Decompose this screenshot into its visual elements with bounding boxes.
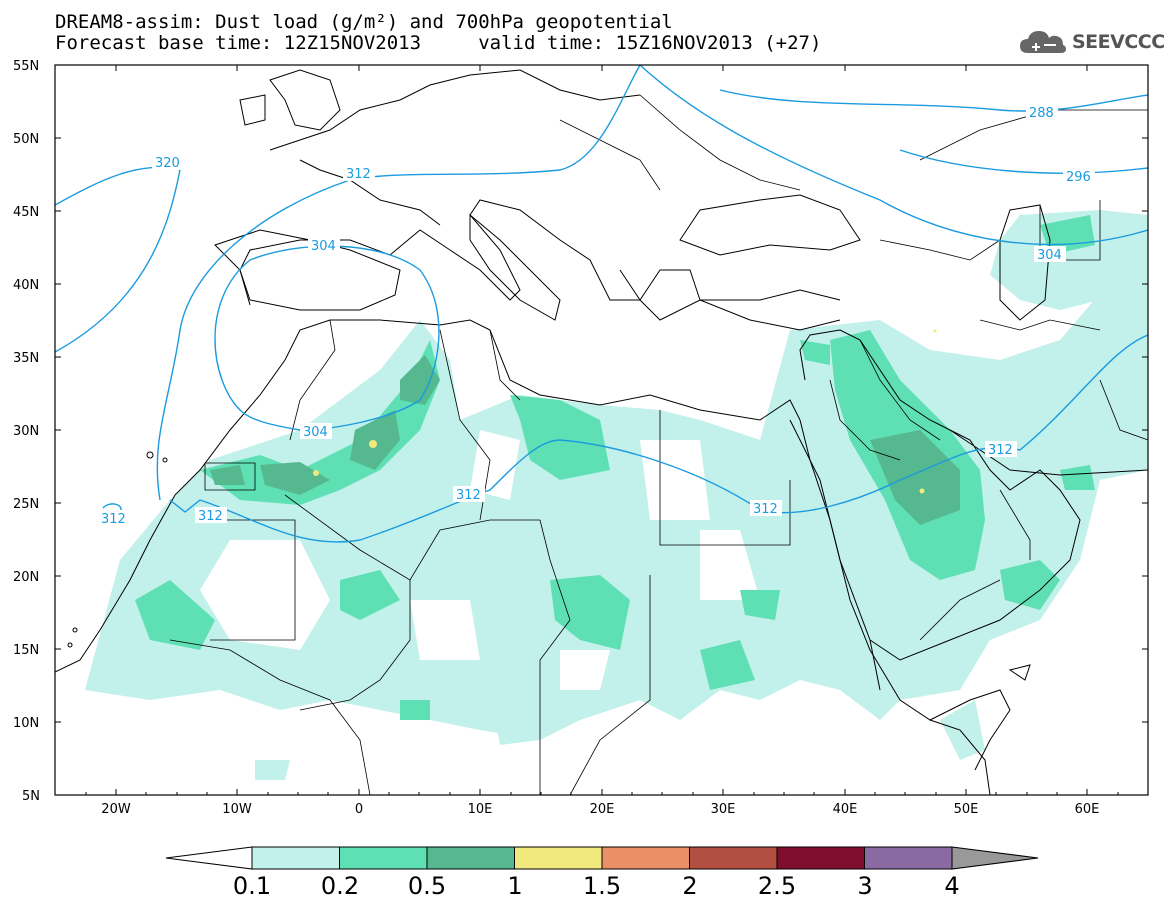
longitude-labels: 20W 10W 0 10E 20E 30E 40E 50E 60E (101, 802, 1099, 817)
contour-label: 312 (753, 502, 778, 517)
lat-label: 20N (13, 570, 39, 585)
colorbar-swatch (776, 846, 865, 870)
map-title-line1: DREAM8-assim: Dust load (g/m²) and 700hP… (55, 11, 673, 33)
colorbar-swatch (689, 846, 778, 870)
lat-label: 5N (22, 789, 40, 804)
lat-label: 15N (13, 643, 39, 658)
contour-label: 312 (456, 488, 481, 503)
contour-label: 288 (1029, 106, 1054, 121)
lon-label: 20E (590, 802, 615, 817)
colorbar-swatch (601, 846, 690, 870)
lon-label: 10W (222, 802, 252, 817)
map-title-line2: Forecast base time: 12Z15NOV2013 valid t… (55, 32, 822, 54)
colorbar-swatch (251, 846, 340, 870)
colorbar-label: 0.5 (407, 872, 447, 900)
colorbar-swatch (514, 846, 603, 870)
colorbar-label: 1 (507, 872, 523, 900)
colorbar-label: 1.5 (582, 872, 622, 900)
contour-label: 312 (101, 512, 126, 527)
colorbar-label: 3 (857, 872, 873, 900)
colorbar-label: 2.5 (757, 872, 797, 900)
lon-label: 60E (1075, 802, 1100, 817)
contour-label: 304 (311, 239, 336, 254)
colorbar-swatch (864, 846, 953, 870)
lat-label: 40N (13, 278, 39, 293)
coastlines (55, 69, 1148, 795)
contour-label: 320 (155, 156, 180, 171)
lon-label: 0 (355, 802, 363, 817)
lon-label: 30E (711, 802, 736, 817)
contour-label: 312 (198, 509, 223, 524)
axis-ticks (55, 64, 1148, 796)
lon-label: 50E (954, 802, 979, 817)
cloud-icon (1020, 31, 1066, 53)
logo-text: SEEVCCC (1072, 31, 1165, 53)
lon-label: 40E (833, 802, 858, 817)
colorbar-swatch (339, 846, 428, 870)
lon-label: 10E (468, 802, 493, 817)
colorbar-lower-arrow (165, 846, 253, 870)
colorbar (165, 846, 1039, 870)
contour-label: 312 (346, 167, 371, 182)
lat-label: 10N (13, 716, 39, 731)
contour-label: 312 (988, 443, 1013, 458)
colorbar-swatch (426, 846, 515, 870)
colorbar-label: 0.2 (320, 872, 360, 900)
lat-label: 50N (13, 132, 39, 147)
contour-label: 304 (303, 425, 328, 440)
colorbar-upper-arrow (951, 846, 1039, 870)
latitude-labels: 55N 50N 45N 40N 35N 30N 25N 20N 15N 10N … (13, 59, 40, 804)
lat-label: 45N (13, 205, 39, 220)
colorbar-label: 0.1 (232, 872, 272, 900)
lat-label: 25N (13, 497, 39, 512)
dust-load-field (85, 210, 1148, 780)
lat-label: 30N (13, 424, 39, 439)
seevccc-logo: SEEVCCC (1018, 26, 1165, 58)
contour-label: 304 (1037, 248, 1062, 263)
colorbar-label: 4 (944, 872, 960, 900)
contour-label: 296 (1066, 170, 1091, 185)
lon-label: 20W (101, 802, 131, 817)
lat-label: 35N (13, 351, 39, 366)
colorbar-label: 2 (682, 872, 698, 900)
contour-labels: 320 312 304 304 312 312 312 312 312 288 … (101, 106, 1091, 527)
lat-label: 55N (13, 59, 39, 74)
